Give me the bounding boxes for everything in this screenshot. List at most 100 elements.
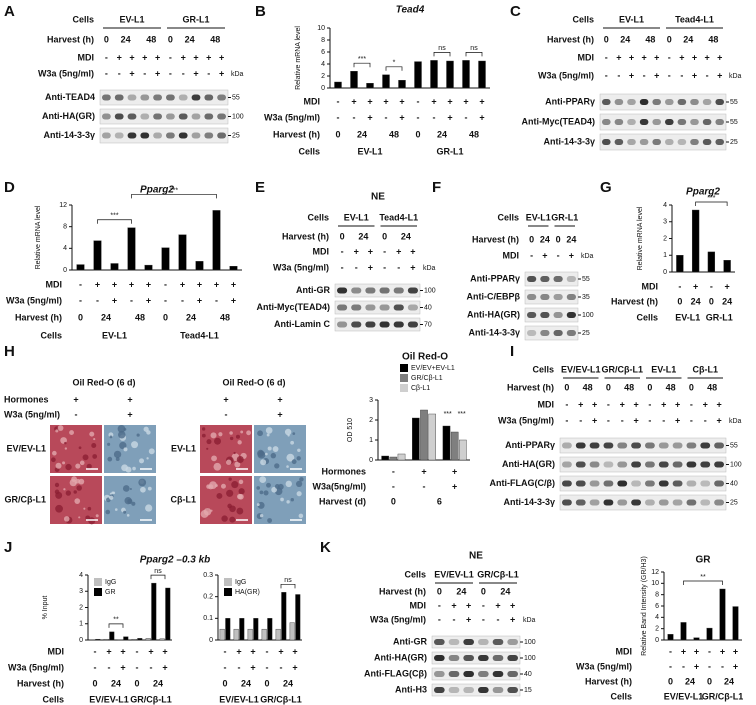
w3a-sign: + — [633, 415, 638, 425]
stain-texture — [246, 430, 252, 436]
mdi-sign: - — [169, 52, 172, 62]
band — [645, 499, 655, 506]
stain-texture — [123, 427, 127, 431]
row-item: + — [146, 279, 151, 289]
band — [351, 304, 362, 311]
band — [553, 312, 563, 318]
harvest-time: 48 — [210, 34, 220, 44]
header-label: W3a (5ng/ml) — [273, 262, 329, 272]
mdi-sign: - — [482, 600, 485, 610]
y-tick-label: 6 — [321, 49, 325, 56]
mdi-sign: + — [704, 52, 709, 62]
w3a-sign: + — [629, 70, 634, 80]
y-axis-label: % Input — [42, 596, 49, 620]
row-item: - — [669, 646, 672, 656]
header-label: MDI — [578, 52, 595, 62]
row-item: + — [367, 96, 372, 106]
stain-texture — [108, 432, 114, 438]
stain-texture — [91, 442, 97, 448]
stain-texture — [55, 462, 62, 469]
stain-texture — [136, 433, 140, 437]
kda-marker: 70 — [424, 321, 432, 328]
y-tick-label: 0 — [79, 637, 83, 644]
band — [589, 442, 600, 449]
band — [686, 461, 697, 468]
mdi-sign: + — [206, 52, 211, 62]
band — [463, 639, 474, 645]
y-tick-label: 0 — [369, 457, 373, 464]
band — [527, 294, 537, 300]
row-item: + — [120, 646, 125, 656]
row-item: 24 — [691, 296, 701, 306]
blot-strip — [334, 283, 421, 298]
stain-texture — [145, 504, 153, 512]
stain-texture — [118, 430, 126, 439]
band — [379, 321, 390, 328]
stain-texture — [218, 432, 223, 437]
w3a-sign: - — [397, 262, 400, 272]
y-tick-label: 0.1 — [203, 615, 213, 622]
row-item: + — [197, 295, 202, 305]
antibody-label: Anti-14-3-3γ — [468, 327, 520, 337]
bar — [95, 638, 101, 641]
stain-texture — [298, 513, 304, 519]
row-item: - — [164, 295, 167, 305]
harvest-time: 24 — [401, 231, 411, 241]
band — [700, 499, 711, 506]
row-item: + — [292, 646, 297, 656]
band — [507, 639, 518, 645]
row-item: 48 — [220, 312, 230, 322]
cell-line: GR/Cβ-L1 — [602, 364, 644, 374]
header-label: MDI — [410, 600, 427, 610]
legend-swatch — [94, 588, 102, 596]
band — [140, 132, 150, 139]
harvest-time: 0 — [481, 586, 486, 596]
row-label: MDI — [616, 646, 633, 656]
mdi-sign: + — [716, 399, 721, 409]
w3a-sign: + — [193, 68, 198, 78]
band — [631, 442, 641, 449]
row-item: + — [452, 481, 457, 491]
w3a-sign: - — [607, 415, 610, 425]
band — [393, 304, 404, 311]
harvest-time: 0 — [529, 234, 534, 244]
row-item: 24 — [153, 678, 163, 688]
bar — [732, 606, 739, 641]
w3a-sign: + — [466, 614, 471, 624]
stain-texture — [147, 486, 152, 491]
stain-texture — [284, 428, 292, 436]
sig-label: *** — [444, 411, 452, 418]
bar — [459, 439, 467, 461]
row-item: 24 — [241, 678, 251, 688]
mdi-sign: + — [542, 250, 547, 260]
blot-strip — [431, 667, 521, 681]
band — [166, 132, 175, 139]
y-tick-label: 0 — [209, 637, 213, 644]
row-label: W3a (5ng/ml) — [4, 409, 60, 419]
row-item: 0 — [134, 678, 139, 688]
w3a-sign: + — [368, 262, 373, 272]
band — [614, 119, 624, 125]
band — [337, 321, 348, 328]
stain-texture — [109, 495, 114, 500]
kda-marker: 100 — [524, 639, 536, 646]
cell-line: EV-L1 — [344, 212, 369, 222]
bar — [103, 638, 109, 641]
row-item: + — [292, 662, 297, 672]
bar — [680, 622, 687, 641]
row-item: + — [383, 96, 388, 106]
row-item: + — [733, 661, 738, 671]
stain-texture — [231, 481, 239, 489]
bar — [414, 61, 422, 89]
stain-texture — [259, 476, 267, 484]
sig-label: *** — [170, 187, 178, 194]
cell-line: GR/Cβ-L1 — [477, 569, 519, 579]
row-item: + — [431, 96, 436, 106]
mdi-sign: + — [129, 52, 134, 62]
stain-texture — [55, 429, 59, 433]
band — [566, 330, 576, 336]
kda-label: kDa — [523, 617, 536, 624]
mdi-sign: - — [565, 399, 568, 409]
band — [507, 687, 518, 693]
